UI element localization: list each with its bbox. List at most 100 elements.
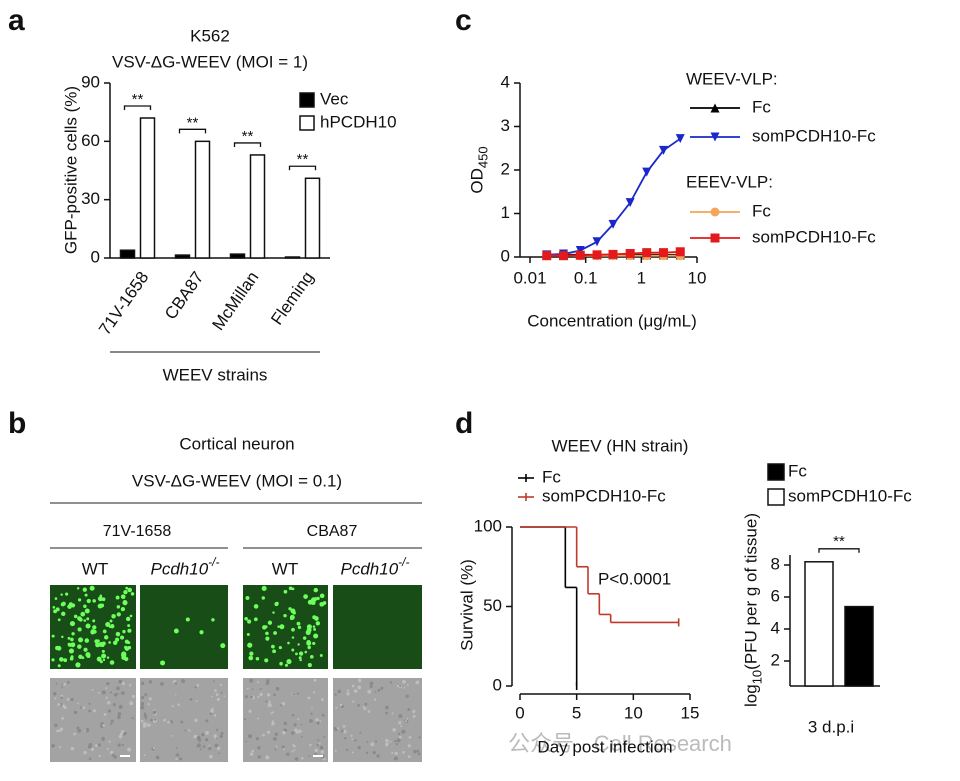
texture: [273, 693, 276, 697]
y-tick-label: 60: [81, 131, 100, 150]
texture: [197, 743, 200, 746]
significance-label: **: [833, 533, 845, 550]
texture: [318, 742, 321, 745]
gfp-cell: [261, 585, 267, 591]
texture: [150, 718, 153, 722]
texture: [175, 747, 178, 749]
y-tick-label: 1: [501, 203, 510, 222]
texture: [293, 744, 296, 748]
x-tick-label: 10: [624, 703, 643, 722]
texture: [374, 691, 377, 694]
gfp-cell: [103, 635, 109, 640]
texture: [406, 684, 409, 687]
texture: [295, 730, 299, 734]
gfp-cell: [71, 632, 75, 636]
gfp-cell: [51, 634, 55, 638]
texture: [398, 721, 402, 725]
texture: [267, 703, 272, 708]
texture: [219, 683, 223, 686]
gfp-cell: [267, 620, 273, 625]
texture: [281, 745, 285, 749]
texture: [54, 723, 58, 728]
annotation: P<0.0001: [598, 569, 671, 588]
texture: [216, 698, 220, 702]
texture: [398, 714, 403, 718]
texture: [152, 710, 157, 715]
texture: [55, 682, 58, 685]
gfp-cell: [67, 604, 72, 609]
significance-bracket: [288, 165, 317, 171]
texture: [201, 733, 205, 737]
texture: [213, 714, 217, 717]
texture: [77, 702, 79, 705]
texture: [88, 709, 92, 713]
gfp-cell: [284, 663, 289, 667]
texture: [97, 691, 100, 694]
gfp-cell: [261, 596, 265, 600]
texture: [369, 681, 374, 686]
texture: [271, 722, 275, 726]
gfp-cell: [220, 643, 226, 649]
texture: [219, 734, 223, 739]
gfp-cell: [108, 625, 112, 629]
legend-label: hPCDH10: [320, 112, 397, 131]
gfp-cell: [312, 641, 316, 645]
texture: [82, 706, 86, 710]
texture: [251, 749, 255, 753]
texture: [413, 749, 417, 754]
micrograph-gfp: [140, 585, 228, 669]
gfp-cell: [100, 603, 105, 608]
texture: [380, 686, 384, 690]
texture: [339, 703, 343, 707]
panel-label: b: [8, 407, 26, 440]
texture: [337, 689, 342, 694]
gfp-cell: [90, 630, 95, 635]
texture: [209, 712, 213, 716]
texture: [59, 746, 62, 749]
texture: [154, 718, 157, 721]
gfp-cell: [298, 656, 302, 660]
texture: [189, 698, 193, 701]
texture: [296, 692, 300, 695]
legend-marker: [710, 103, 720, 113]
bar: [139, 117, 156, 259]
texture: [202, 745, 206, 748]
gfp-cell: [109, 660, 115, 665]
gfp-cell: [302, 636, 307, 640]
gfp-cell: [275, 601, 279, 606]
label-group: Pcdh10 -/-: [151, 555, 220, 578]
texture: [63, 705, 67, 710]
texture: [90, 747, 94, 751]
gfp-cell: [297, 643, 300, 646]
x-tick-label: 10: [688, 268, 707, 287]
texture: [106, 748, 109, 751]
texture: [407, 744, 411, 748]
gfp-cell: [279, 624, 285, 630]
y-axis-label: log: [741, 684, 760, 707]
y-axis-label-subscript: 450: [475, 146, 490, 168]
texture: [54, 697, 57, 700]
texture: [344, 737, 347, 740]
texture: [391, 712, 394, 715]
texture: [196, 745, 199, 748]
gfp-cell: [306, 640, 312, 646]
texture: [248, 709, 252, 713]
texture: [335, 706, 338, 709]
texture: [57, 702, 61, 707]
texture: [291, 731, 295, 735]
texture: [389, 681, 393, 684]
texture: [396, 684, 400, 688]
texture: [257, 746, 261, 750]
texture: [101, 690, 106, 695]
label-group: Survival (%): [457, 559, 476, 651]
x-tick-label: CBA87: [161, 268, 207, 323]
gfp-cell: [253, 617, 258, 622]
texture: [143, 754, 146, 757]
gfp-cell: [287, 641, 290, 645]
x-tick-label: 0: [515, 703, 524, 722]
texture: [321, 698, 324, 701]
texture: [103, 713, 107, 716]
texture: [308, 754, 311, 757]
texture: [181, 679, 186, 684]
